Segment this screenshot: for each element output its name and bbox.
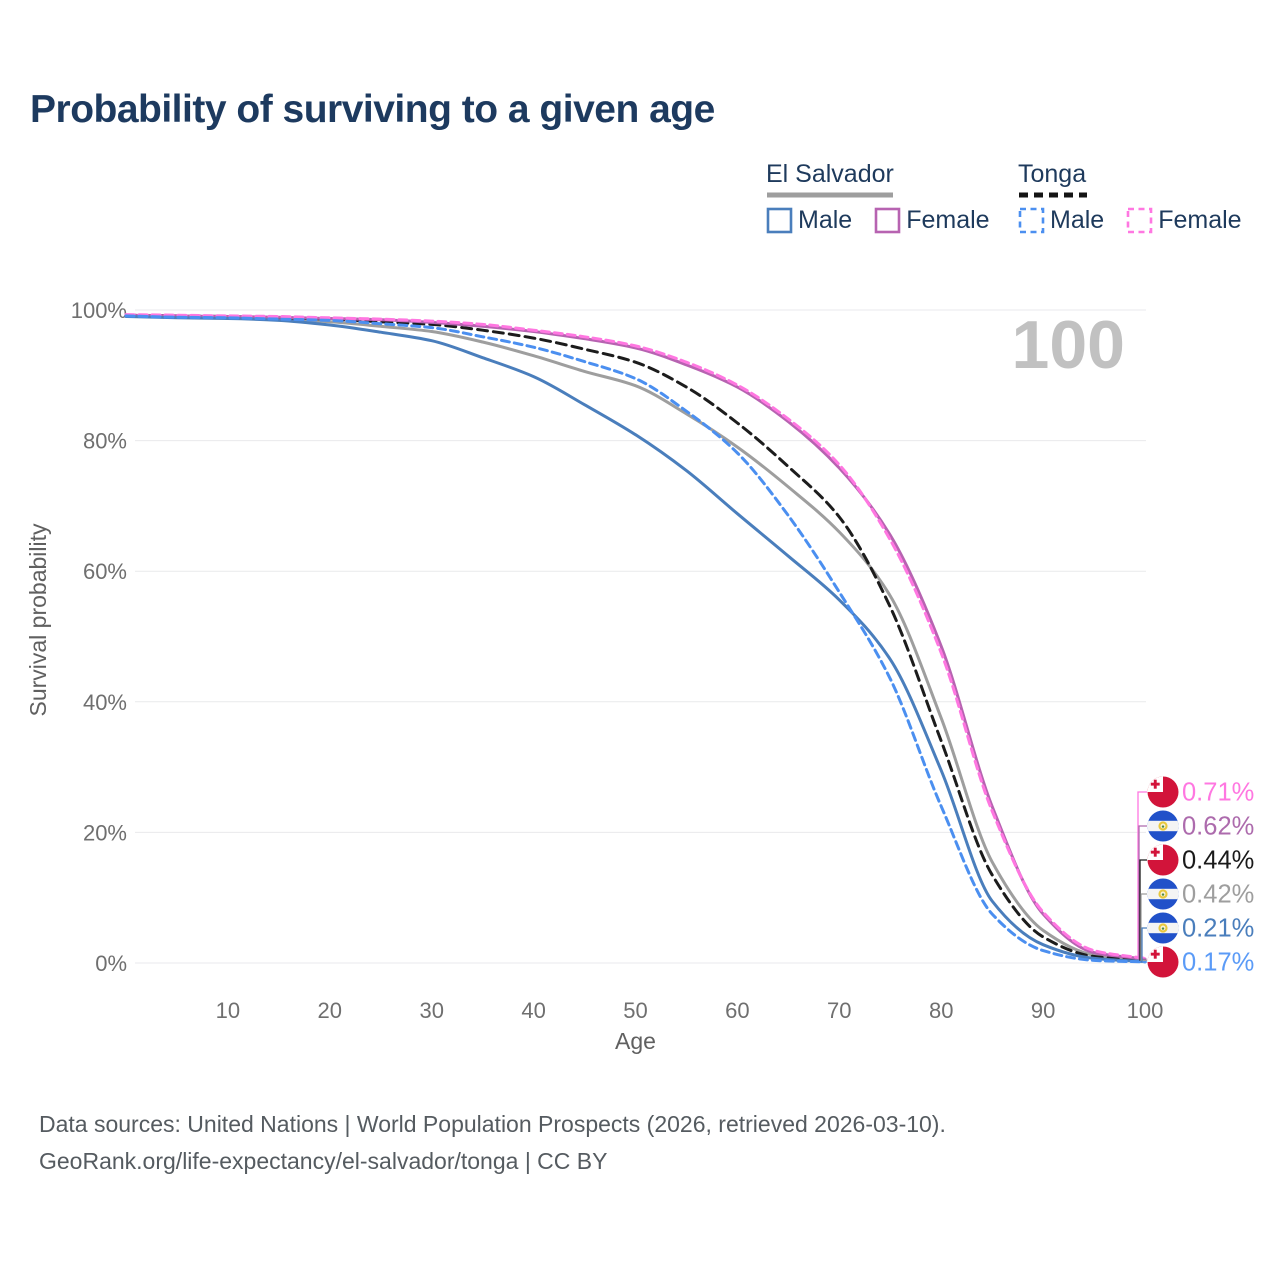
end-label-el-salvador-male: 0.21% [1147, 912, 1254, 944]
end-label-value: 0.44% [1182, 847, 1254, 875]
el-salvador-flag-icon [1147, 912, 1179, 944]
y-tick-label: 60% [83, 559, 127, 584]
legend-item-label: Female [1158, 206, 1242, 234]
end-label-value: 0.17% [1182, 949, 1254, 977]
tonga-flag-icon [1147, 844, 1179, 876]
x-tick-label: 30 [419, 998, 443, 1023]
end-label-el-salvador-total: 0.42% [1147, 878, 1254, 910]
y-axis-title: Survival probability [25, 523, 51, 717]
x-tick-label: 40 [521, 998, 545, 1023]
dashed-square-icon [1126, 207, 1153, 234]
el-salvador-flag-icon [1147, 810, 1179, 842]
x-tick-label: 70 [827, 998, 851, 1023]
data-source-link: GeoRank.org/life-expectancy/el-salvador/… [39, 1148, 608, 1174]
end-label-value: 0.71% [1182, 779, 1254, 807]
el-salvador-flag-icon [1147, 878, 1179, 910]
x-tick-label: 60 [725, 998, 749, 1023]
x-tick-label: 100 [1127, 998, 1164, 1023]
age-watermark: 100 [1012, 307, 1125, 383]
legend-item-label: Male [798, 206, 853, 234]
solid-square-icon [874, 207, 901, 234]
x-tick-label: 90 [1031, 998, 1055, 1023]
tonga-flag-icon [1147, 776, 1179, 808]
curve-el-salvador-total[interactable] [124, 314, 1147, 962]
x-tick-label: 10 [216, 998, 240, 1023]
legend-country-label: El Salvador [766, 160, 894, 188]
legend-country-label: Tonga [1018, 160, 1087, 188]
end-label-tonga-total: 0.44% [1147, 844, 1254, 876]
tonga-flag-icon [1147, 946, 1179, 978]
end-label-value: 0.62% [1182, 813, 1254, 841]
data-source-line: Data sources: United Nations | World Pop… [39, 1111, 946, 1137]
legend-item-label: Male [1050, 206, 1105, 234]
end-label-value: 0.42% [1182, 881, 1254, 909]
y-tick-label: 20% [83, 820, 127, 845]
legend-group-tonga: Tonga Male Female [1018, 160, 1264, 235]
data-source-note: Data sources: United Nations | World Pop… [39, 1106, 946, 1180]
end-label-tonga-male: 0.17% [1147, 946, 1254, 978]
curve-tonga-male[interactable] [124, 314, 1147, 964]
solid-square-icon [766, 207, 793, 234]
end-label-value: 0.21% [1182, 915, 1254, 943]
end-label-connector [1140, 893, 1147, 961]
legend-item-el-salvador-male[interactable]: Male [766, 206, 852, 235]
x-tick-label: 20 [318, 998, 342, 1023]
legend-item-tonga-male[interactable]: Male [1018, 206, 1104, 235]
legend-country-el-salvador[interactable]: El Salvador [766, 160, 1012, 198]
legend-item-label: Female [906, 206, 990, 234]
dashed-line-icon [1019, 192, 1087, 198]
legend-item-tonga-female[interactable]: Female [1126, 206, 1242, 235]
y-tick-label: 40% [83, 690, 127, 715]
x-tick-label: 50 [623, 998, 647, 1023]
x-tick-label: 80 [929, 998, 953, 1023]
page-title: Probability of surviving to a given age [30, 88, 715, 131]
curve-tonga-female[interactable] [124, 313, 1147, 960]
end-label-el-salvador-female: 0.62% [1147, 810, 1254, 842]
y-tick-label: 100% [71, 298, 127, 323]
y-tick-label: 0% [95, 951, 127, 976]
end-label-tonga-female: 0.71% [1147, 776, 1254, 808]
curve-el-salvador-male[interactable] [124, 315, 1147, 964]
solid-line-icon [767, 192, 893, 198]
legend-country-tonga[interactable]: Tonga [1018, 160, 1264, 198]
x-axis-title: Age [615, 1028, 656, 1054]
dashed-square-icon [1018, 207, 1045, 234]
legend-group-el-salvador: El Salvador Male Female [766, 160, 1012, 235]
y-tick-label: 80% [83, 429, 127, 454]
legend-item-el-salvador-female[interactable]: Female [874, 206, 990, 235]
